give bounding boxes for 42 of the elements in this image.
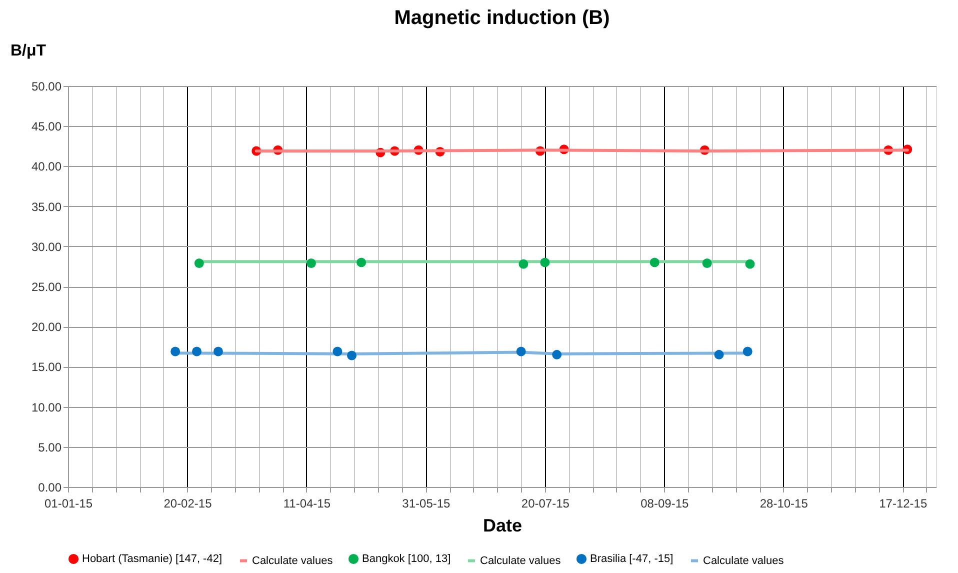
point (347, 350, 357, 360)
chart-title: Magnetic induction (B) (394, 7, 610, 29)
y-axis-title: B/μT (10, 42, 46, 60)
point (213, 346, 223, 356)
legend-label: Brasilia [-47, -15] (590, 552, 674, 565)
legend-label: Calculate values (252, 554, 334, 567)
y-tick-label: 0.00 (38, 480, 62, 494)
point (332, 346, 342, 356)
point (540, 258, 550, 268)
y-tick-label: 50.00 (31, 80, 62, 94)
legend-label: Calculate values (480, 554, 562, 567)
point (745, 259, 755, 269)
x-tick-label: 28-10-15 (760, 496, 808, 510)
y-tick-label: 25.00 (31, 280, 62, 294)
x-tick-label: 11-04-15 (283, 496, 331, 510)
y-tick-label: 40.00 (31, 160, 62, 174)
y-tick-label: 35.00 (31, 200, 62, 214)
y-tick-label: 5.00 (38, 440, 62, 454)
x-axis-title: Date (482, 516, 522, 536)
y-tick-label: 30.00 (31, 240, 62, 254)
point (650, 258, 660, 268)
y-tick-label: 15.00 (31, 360, 62, 374)
point (518, 259, 528, 269)
point (356, 258, 366, 268)
x-tick-label: 20-07-15 (521, 496, 570, 510)
x-tick-label: 20-02-15 (164, 496, 212, 510)
x-tick-label: 17-12-15 (879, 496, 928, 510)
point (742, 346, 752, 356)
x-tick-label: 31-05-15 (402, 496, 451, 510)
point (516, 346, 526, 356)
point (306, 258, 316, 268)
legend-label: Calculate values (703, 554, 784, 567)
x-tick-label: 01-01-15 (44, 496, 93, 510)
legend-label: Hobart (Tasmanie) [147, -42] (82, 552, 222, 565)
y-tick-label: 10.00 (31, 400, 62, 414)
point (714, 350, 724, 360)
legend-label: Bangkok [100, 13] (362, 552, 451, 565)
point (552, 350, 562, 360)
y-tick-label: 45.00 (31, 120, 62, 134)
y-tick-label: 20.00 (31, 320, 62, 334)
x-tick-label: 08-09-15 (640, 496, 689, 510)
point (702, 258, 712, 268)
